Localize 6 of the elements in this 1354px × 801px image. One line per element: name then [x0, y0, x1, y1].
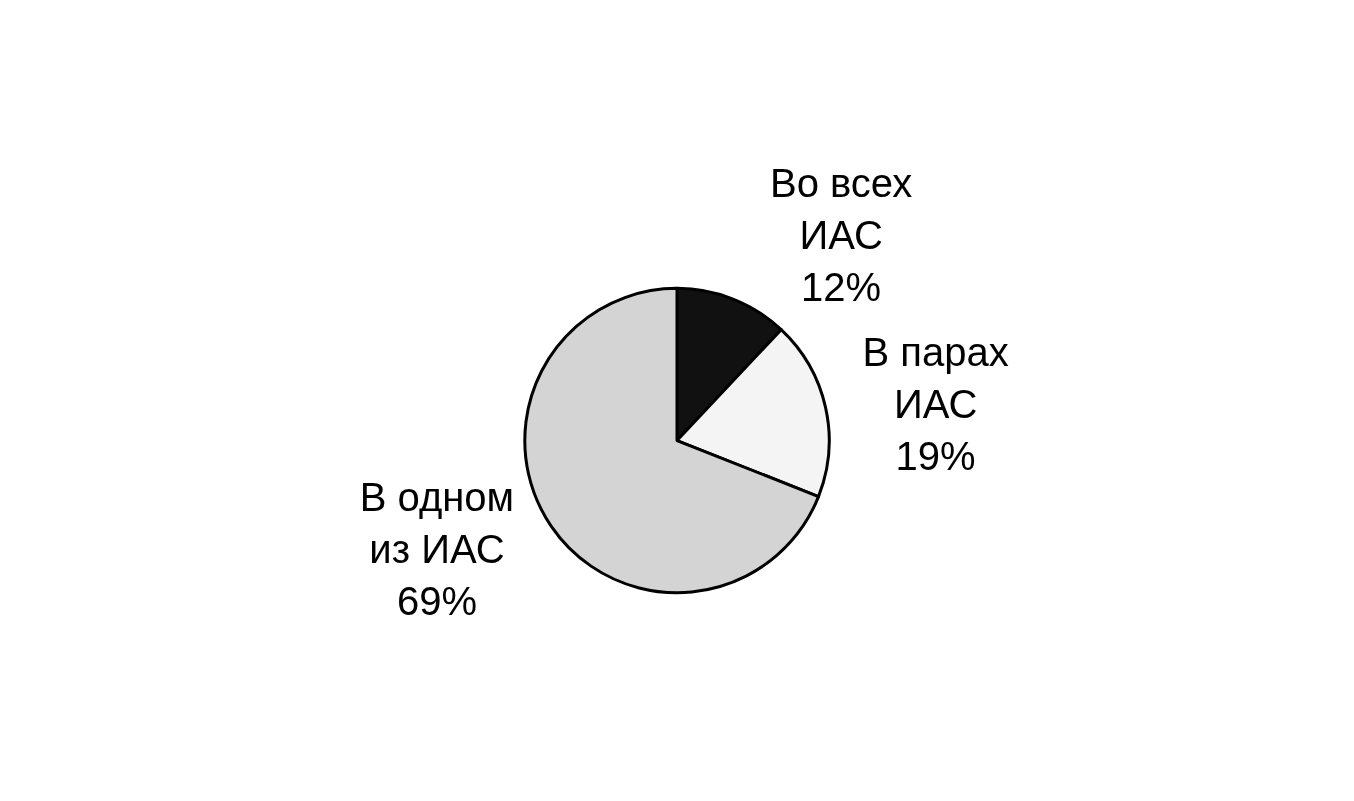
slice-label: В парах ИАС — [862, 329, 1009, 426]
data-label: 12% — [801, 265, 882, 310]
slice-label: В одном из ИАС — [359, 475, 515, 572]
data-label: 69% — [396, 579, 477, 624]
data-label: 19% — [895, 433, 976, 478]
slice-label: Во всех ИАС — [770, 161, 913, 258]
